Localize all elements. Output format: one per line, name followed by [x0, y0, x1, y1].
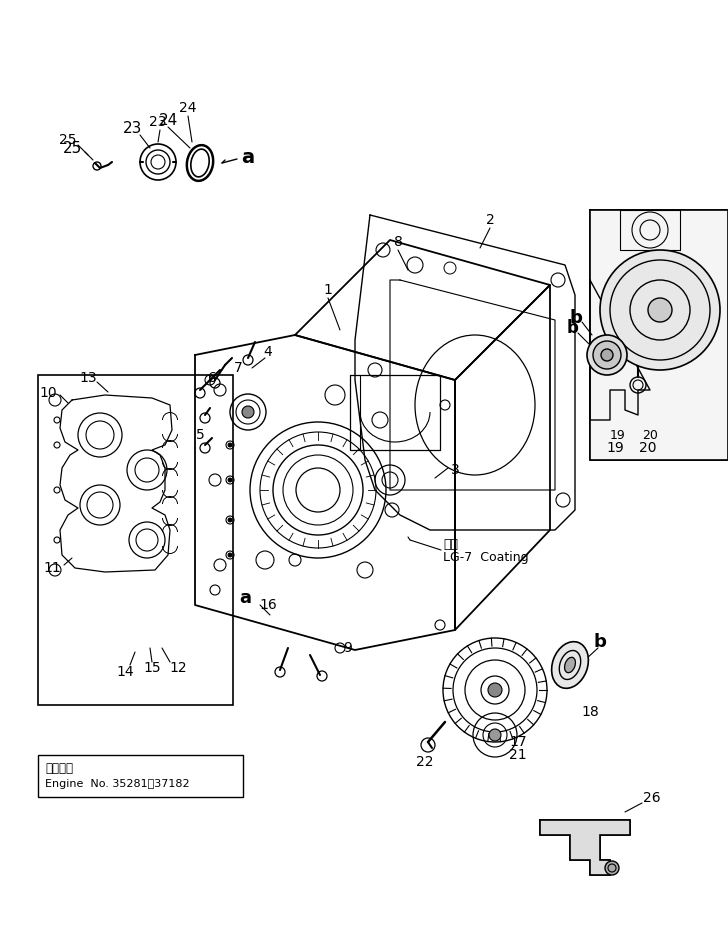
Polygon shape — [590, 210, 728, 460]
Circle shape — [228, 518, 232, 522]
Text: 24: 24 — [159, 113, 178, 127]
Text: a: a — [239, 589, 251, 607]
Text: 18: 18 — [581, 705, 599, 719]
Text: 7: 7 — [234, 361, 242, 375]
Text: LG-7  Coating: LG-7 Coating — [443, 551, 529, 565]
Text: 1: 1 — [323, 283, 333, 297]
Bar — [38, 375, 233, 705]
Ellipse shape — [552, 642, 588, 688]
Circle shape — [242, 406, 254, 418]
Text: b: b — [569, 309, 582, 327]
Text: 15: 15 — [143, 661, 161, 675]
Text: 22: 22 — [416, 755, 434, 769]
Text: 23: 23 — [149, 115, 167, 129]
Bar — [38, 755, 243, 797]
Text: a: a — [242, 148, 255, 166]
Text: 3: 3 — [451, 463, 459, 477]
Circle shape — [593, 341, 621, 369]
Ellipse shape — [564, 658, 575, 672]
Text: 12: 12 — [169, 661, 187, 675]
Circle shape — [605, 861, 619, 875]
Circle shape — [228, 478, 232, 482]
Text: 19: 19 — [606, 441, 624, 455]
Text: 17: 17 — [509, 735, 527, 749]
Text: 16: 16 — [259, 598, 277, 612]
Text: 20: 20 — [642, 429, 658, 442]
Text: 塗布: 塗布 — [443, 538, 458, 551]
Circle shape — [601, 349, 613, 361]
Text: 26: 26 — [643, 791, 661, 805]
Text: b: b — [567, 319, 579, 337]
Text: 2: 2 — [486, 213, 494, 227]
Text: 19: 19 — [610, 429, 626, 442]
Circle shape — [648, 298, 672, 322]
Circle shape — [228, 443, 232, 447]
Circle shape — [228, 553, 232, 557]
Circle shape — [489, 729, 501, 741]
Text: 4: 4 — [264, 345, 272, 359]
Text: 23: 23 — [123, 121, 143, 136]
Text: 8: 8 — [394, 235, 403, 249]
Text: 24: 24 — [179, 101, 197, 115]
Text: 21: 21 — [509, 748, 527, 762]
Text: 14: 14 — [116, 665, 134, 679]
Text: b: b — [593, 633, 606, 651]
Text: 11: 11 — [43, 561, 61, 575]
Text: 25: 25 — [63, 140, 82, 155]
Circle shape — [488, 683, 502, 697]
Text: 6: 6 — [207, 371, 216, 385]
Text: 20: 20 — [639, 441, 657, 455]
Text: Engine  No. 35281～37182: Engine No. 35281～37182 — [45, 779, 189, 789]
Text: 13: 13 — [79, 371, 97, 385]
Text: 5: 5 — [196, 428, 205, 442]
Polygon shape — [540, 820, 630, 875]
Text: 9: 9 — [344, 641, 352, 655]
Text: 適用号機: 適用号機 — [45, 762, 73, 775]
Text: 25: 25 — [59, 133, 76, 147]
Circle shape — [587, 335, 627, 375]
Text: 10: 10 — [39, 386, 57, 400]
Circle shape — [600, 250, 720, 370]
